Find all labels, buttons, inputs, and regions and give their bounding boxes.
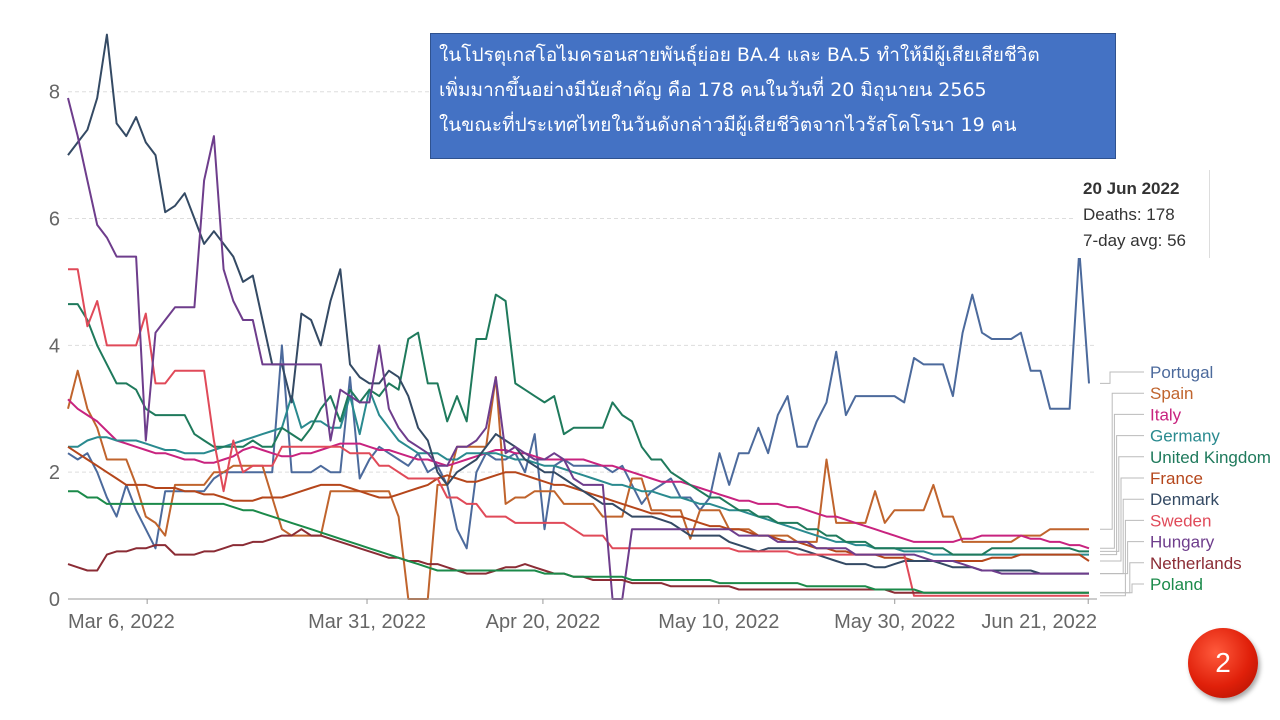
legend-item-germany[interactable]: Germany — [1150, 427, 1220, 446]
series-line-portugal — [67, 249, 1090, 550]
y-tick-label: 0 — [49, 589, 60, 611]
legend-leader-line — [1100, 392, 1144, 530]
legend-item-netherlands[interactable]: Netherlands — [1150, 554, 1242, 573]
annotation-line-3: ในขณะที่ประเทศไทยในวันดังกล่าวมีผู้เสียช… — [439, 114, 1017, 136]
legend-item-hungary[interactable]: Hungary — [1150, 533, 1215, 552]
annotation-box: ในโปรตุเกสโอไมครอนสายพันธุ์ย่อย BA.4 และ… — [430, 33, 1116, 159]
annotation-line-1: ในโปรตุเกสโอไมครอนสายพันธุ์ย่อย BA.4 และ… — [439, 44, 1040, 66]
annotation-line-2: เพิ่มมากขึ้นอย่างมีนัยสำคัญ คือ 178 คนใน… — [439, 79, 987, 101]
series-line-spain — [67, 369, 1089, 600]
hover-tooltip: 20 Jun 2022 Deaths: 178 7-day avg: 56 — [1075, 170, 1210, 258]
legend-item-spain[interactable]: Spain — [1150, 384, 1193, 403]
x-tick-label: Mar 31, 2022 — [308, 611, 426, 633]
y-tick-label: 6 — [49, 209, 60, 231]
legend-item-denmark[interactable]: Denmark — [1150, 490, 1219, 509]
x-tick-label: May 30, 2022 — [834, 611, 955, 633]
tooltip-date: 20 Jun 2022 — [1083, 179, 1180, 198]
series-line-denmark — [67, 33, 1089, 575]
legend-leader-line — [1100, 583, 1144, 594]
legend-leader-line — [1100, 477, 1144, 562]
legend-item-united-kingdom[interactable]: United Kingdom — [1150, 448, 1271, 467]
legend-leader-line — [1100, 562, 1144, 594]
tooltip-deaths: Deaths: 178 — [1083, 205, 1175, 224]
y-tick-label: 2 — [49, 462, 60, 484]
x-tick-label: Apr 20, 2022 — [486, 611, 601, 633]
series-line-united-kingdom — [68, 293, 1089, 556]
legend-leader-line — [1100, 413, 1144, 549]
series-line-germany — [68, 388, 1089, 556]
legend-item-portugal[interactable]: Portugal — [1150, 363, 1213, 382]
legend-item-sweden[interactable]: Sweden — [1150, 511, 1211, 530]
series-line-sweden — [68, 268, 1089, 597]
series-line-poland — [68, 490, 1089, 594]
x-tick-label: Mar 6, 2022 — [68, 611, 175, 633]
legend-leader-line — [1100, 371, 1144, 384]
legend: Portugal Spain Italy Germany United Kingdom F… — [1100, 363, 1271, 597]
legend-leader-line — [1100, 435, 1144, 556]
legend-item-france[interactable]: France — [1150, 469, 1203, 488]
y-tick-label: 4 — [49, 335, 60, 357]
x-tick-label: Jun 21, 2022 — [981, 611, 1097, 633]
series-line-hungary — [67, 97, 1089, 600]
legend-leader-line — [1100, 456, 1144, 552]
axes: 0 2 4 6 8 Mar 6, 2022 Mar 31, 2022 Apr 20, 2022… — [49, 82, 1097, 633]
series-lines — [67, 33, 1090, 600]
legend-item-italy[interactable]: Italy — [1150, 405, 1182, 424]
y-tick-label: 8 — [49, 82, 60, 104]
slide-number-badge: 2 — [1188, 628, 1258, 698]
tooltip-avg: 7-day avg: 56 — [1083, 231, 1187, 250]
legend-leader-line — [1100, 519, 1144, 597]
x-tick-label: May 10, 2022 — [658, 611, 779, 633]
legend-item-poland[interactable]: Poland — [1150, 575, 1203, 594]
legend-leader-line — [1100, 541, 1144, 575]
